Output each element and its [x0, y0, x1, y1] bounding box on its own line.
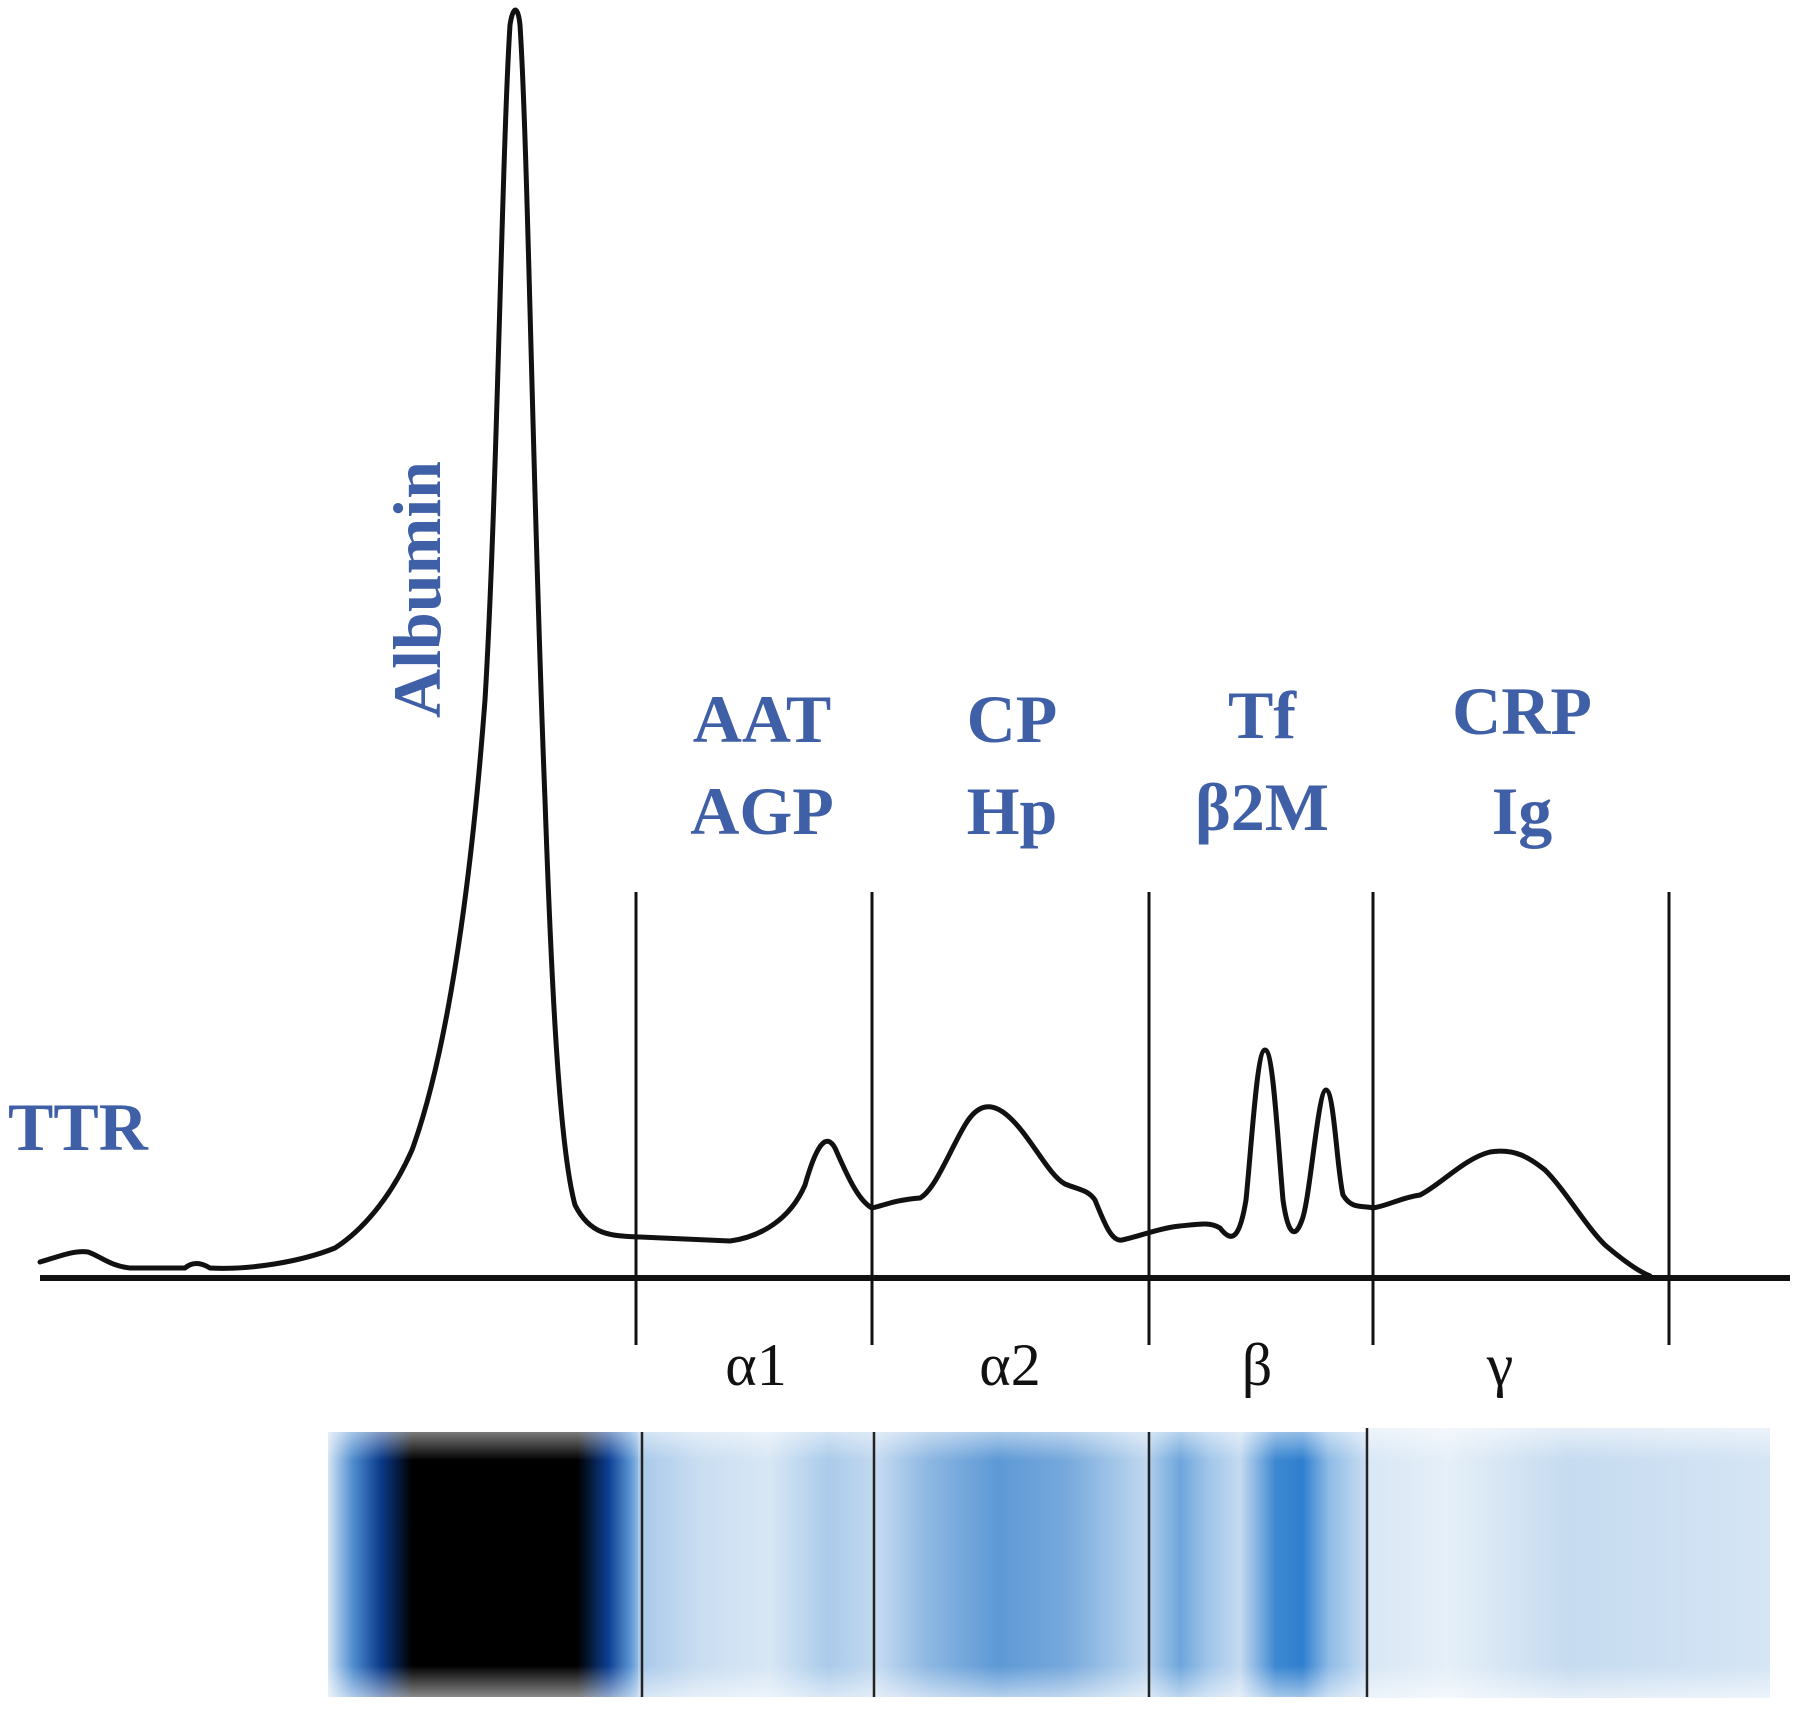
fraction-label-gamma: γ	[1486, 1332, 1514, 1398]
label-ig: Ig	[1492, 773, 1552, 849]
label-crp: CRP	[1452, 673, 1592, 749]
fraction-label-alpha2: α2	[979, 1332, 1040, 1398]
label-agp: AGP	[690, 773, 834, 849]
densitometry-curve	[37, 7, 1653, 1279]
fraction-label-beta: β	[1242, 1332, 1273, 1398]
label-aat: AAT	[693, 681, 832, 757]
label-ttr: TTR	[8, 1089, 149, 1165]
fraction-label-alpha1: α1	[725, 1332, 786, 1398]
gel-strip	[328, 1428, 1770, 1698]
label-tf: Tf	[1228, 677, 1297, 753]
label-hp: Hp	[967, 773, 1058, 849]
label-cp: CP	[967, 681, 1058, 757]
gel-edge-fade	[328, 1428, 1770, 1698]
label-b2m: β2M	[1195, 769, 1329, 845]
label-albumin: Albumin	[379, 461, 455, 718]
